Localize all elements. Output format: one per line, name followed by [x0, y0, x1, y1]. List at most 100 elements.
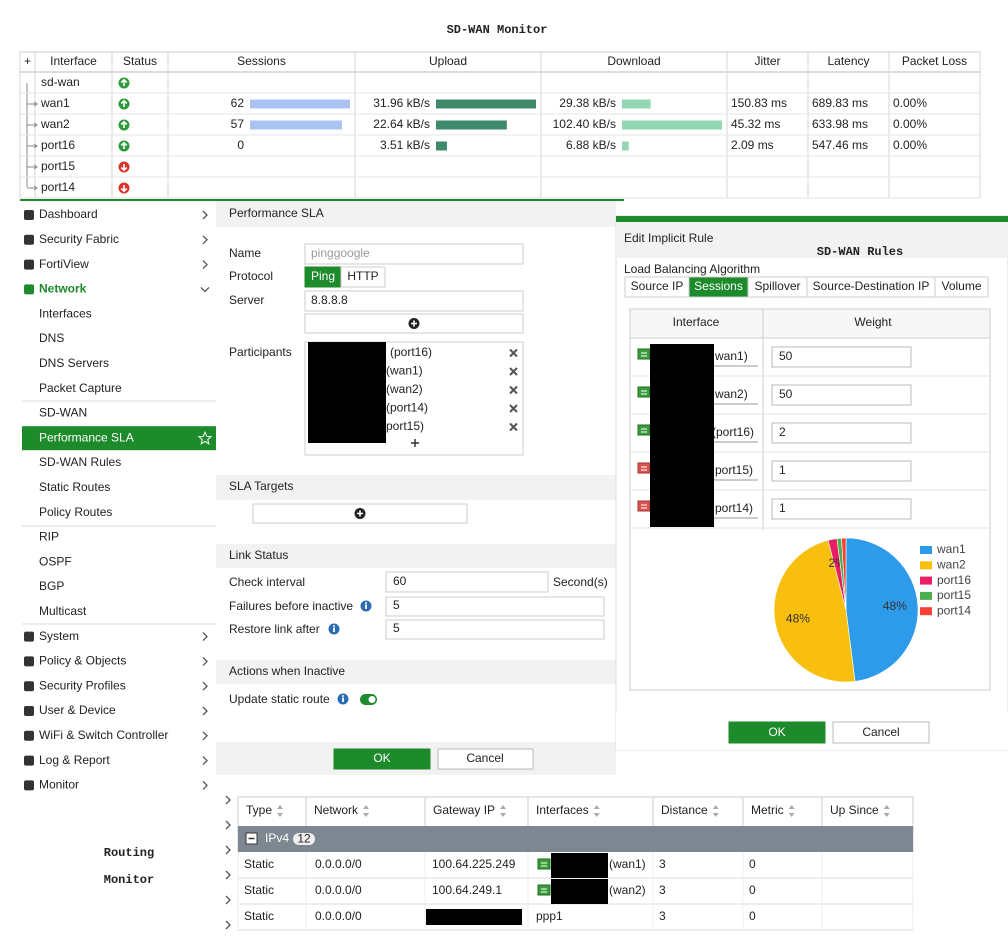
- weight-input[interactable]: [771, 498, 912, 520]
- interface-name[interactable]: wan2: [40, 117, 70, 131]
- restore-input[interactable]: [385, 619, 605, 640]
- sort-arrow: [277, 805, 284, 817]
- interface-name[interactable]: port15: [41, 159, 75, 173]
- nav-item[interactable]: Policy Routes: [39, 505, 112, 519]
- jitter: 150.83 ms: [731, 96, 787, 110]
- button-label[interactable]: OK: [373, 751, 390, 765]
- interface-icon: [537, 884, 551, 896]
- field-label: Update static route: [229, 692, 330, 706]
- nav-item[interactable]: Security Profiles: [39, 678, 126, 692]
- algorithm-option[interactable]: Spillover: [754, 279, 800, 293]
- interface-name[interactable]: port16: [41, 138, 75, 152]
- weight: 50: [779, 349, 793, 363]
- row-chevron: [225, 845, 231, 855]
- nav-item[interactable]: Dashboard: [39, 207, 98, 221]
- nav-item[interactable]: Security Fabric: [39, 232, 119, 246]
- nav-icon: [24, 210, 34, 220]
- protocol-option[interactable]: HTTP: [347, 269, 378, 283]
- server-input[interactable]: [304, 290, 524, 312]
- distance: 3: [659, 909, 666, 923]
- weight-input[interactable]: [771, 460, 912, 482]
- nav-item[interactable]: Interfaces: [39, 306, 92, 320]
- group-label: IPv4: [265, 831, 289, 845]
- nav-item[interactable]: BGP: [39, 579, 64, 593]
- algorithm-option[interactable]: Volume: [941, 279, 981, 293]
- nav-item[interactable]: RIP: [39, 530, 59, 544]
- cancel-button[interactable]: [832, 721, 930, 744]
- nav-item[interactable]: WiFi & Switch Controller: [39, 728, 168, 742]
- remove-icon: [509, 367, 518, 376]
- name-input[interactable]: [304, 243, 524, 265]
- sort-arrow: [883, 805, 890, 817]
- nav-item[interactable]: Static Routes: [39, 480, 110, 494]
- weight-input[interactable]: [771, 346, 912, 368]
- column-header[interactable]: Distance: [661, 803, 708, 817]
- algorithm-option[interactable]: Source-Destination IP: [813, 279, 930, 293]
- column-header[interactable]: Download: [607, 54, 660, 68]
- interface-name[interactable]: sd-wan: [41, 75, 80, 89]
- column-header[interactable]: +: [24, 54, 31, 68]
- column-header[interactable]: Latency: [827, 54, 869, 68]
- interface-icon-detail: [641, 504, 647, 509]
- column-header[interactable]: Interfaces: [536, 803, 589, 817]
- column-header[interactable]: Jitter: [754, 54, 780, 68]
- nav-item[interactable]: Network: [39, 282, 87, 296]
- column-header[interactable]: Packet Loss: [902, 54, 967, 68]
- download: 29.38 kB/s: [559, 96, 616, 110]
- nav-item[interactable]: FortiView: [39, 257, 89, 271]
- column-header[interactable]: Status: [123, 54, 157, 68]
- nav-item[interactable]: DNS Servers: [39, 356, 109, 370]
- nav-item[interactable]: Monitor: [39, 778, 79, 792]
- column-header[interactable]: Interface: [50, 54, 97, 68]
- weight-input[interactable]: [771, 384, 912, 406]
- weight: 1: [779, 463, 786, 477]
- pie-slice: [841, 537, 847, 611]
- ok-button[interactable]: [728, 721, 826, 744]
- column-header[interactable]: Sessions: [237, 54, 286, 68]
- column-header[interactable]: Metric: [751, 803, 784, 817]
- algorithm-tab[interactable]: [934, 276, 989, 298]
- protocol-option[interactable]: Ping: [311, 269, 335, 283]
- field-label: Restore link after: [229, 622, 320, 636]
- column-header[interactable]: Network: [314, 803, 359, 817]
- nav-item[interactable]: Multicast: [39, 604, 87, 618]
- cancel-button[interactable]: [437, 748, 534, 770]
- nav-item[interactable]: SD-WAN: [39, 406, 87, 420]
- nav-item[interactable]: User & Device: [39, 703, 116, 717]
- weight-input[interactable]: [771, 422, 912, 444]
- packet-loss: 0.00%: [893, 117, 927, 131]
- network: 0.0.0.0/0: [315, 883, 362, 897]
- interface-name[interactable]: port14: [41, 180, 75, 194]
- check-input[interactable]: [385, 571, 549, 593]
- ok-button[interactable]: [333, 748, 431, 770]
- algorithm-option[interactable]: Source IP: [631, 279, 684, 293]
- column-header[interactable]: Type: [246, 803, 272, 817]
- nav-item[interactable]: System: [39, 629, 79, 643]
- failures-input[interactable]: [385, 596, 605, 617]
- status-arrow: [120, 185, 128, 193]
- add-participant: [411, 439, 419, 447]
- latency: 633.98 ms: [812, 117, 868, 131]
- nav-chevron: [202, 681, 208, 691]
- nav-item[interactable]: Log & Report: [39, 753, 110, 767]
- interface-name[interactable]: wan1: [40, 96, 70, 110]
- nav-item[interactable]: SD-WAN Rules: [39, 455, 121, 469]
- button-label[interactable]: OK: [768, 725, 785, 739]
- button-label[interactable]: Cancel: [862, 725, 899, 739]
- column-header[interactable]: Upload: [429, 54, 467, 68]
- column-header[interactable]: Gateway IP: [433, 803, 495, 817]
- nav-item[interactable]: Packet Capture: [39, 381, 122, 395]
- button-label[interactable]: Cancel: [466, 751, 503, 765]
- nav-panel: [20, 200, 216, 790]
- nav-item[interactable]: Policy & Objects: [39, 654, 126, 668]
- nav-item[interactable]: DNS: [39, 331, 64, 345]
- nav-item[interactable]: Performance SLA: [39, 430, 134, 444]
- remove-icon: [509, 422, 518, 432]
- interface-icon-detail: [541, 888, 547, 893]
- jitter: 45.32 ms: [731, 117, 780, 131]
- algorithm-option[interactable]: Sessions: [694, 279, 743, 293]
- protocol-http[interactable]: [340, 266, 386, 288]
- remove-icon: [509, 404, 518, 413]
- nav-item[interactable]: OSPF: [39, 554, 72, 568]
- column-header[interactable]: Up Since: [830, 803, 879, 817]
